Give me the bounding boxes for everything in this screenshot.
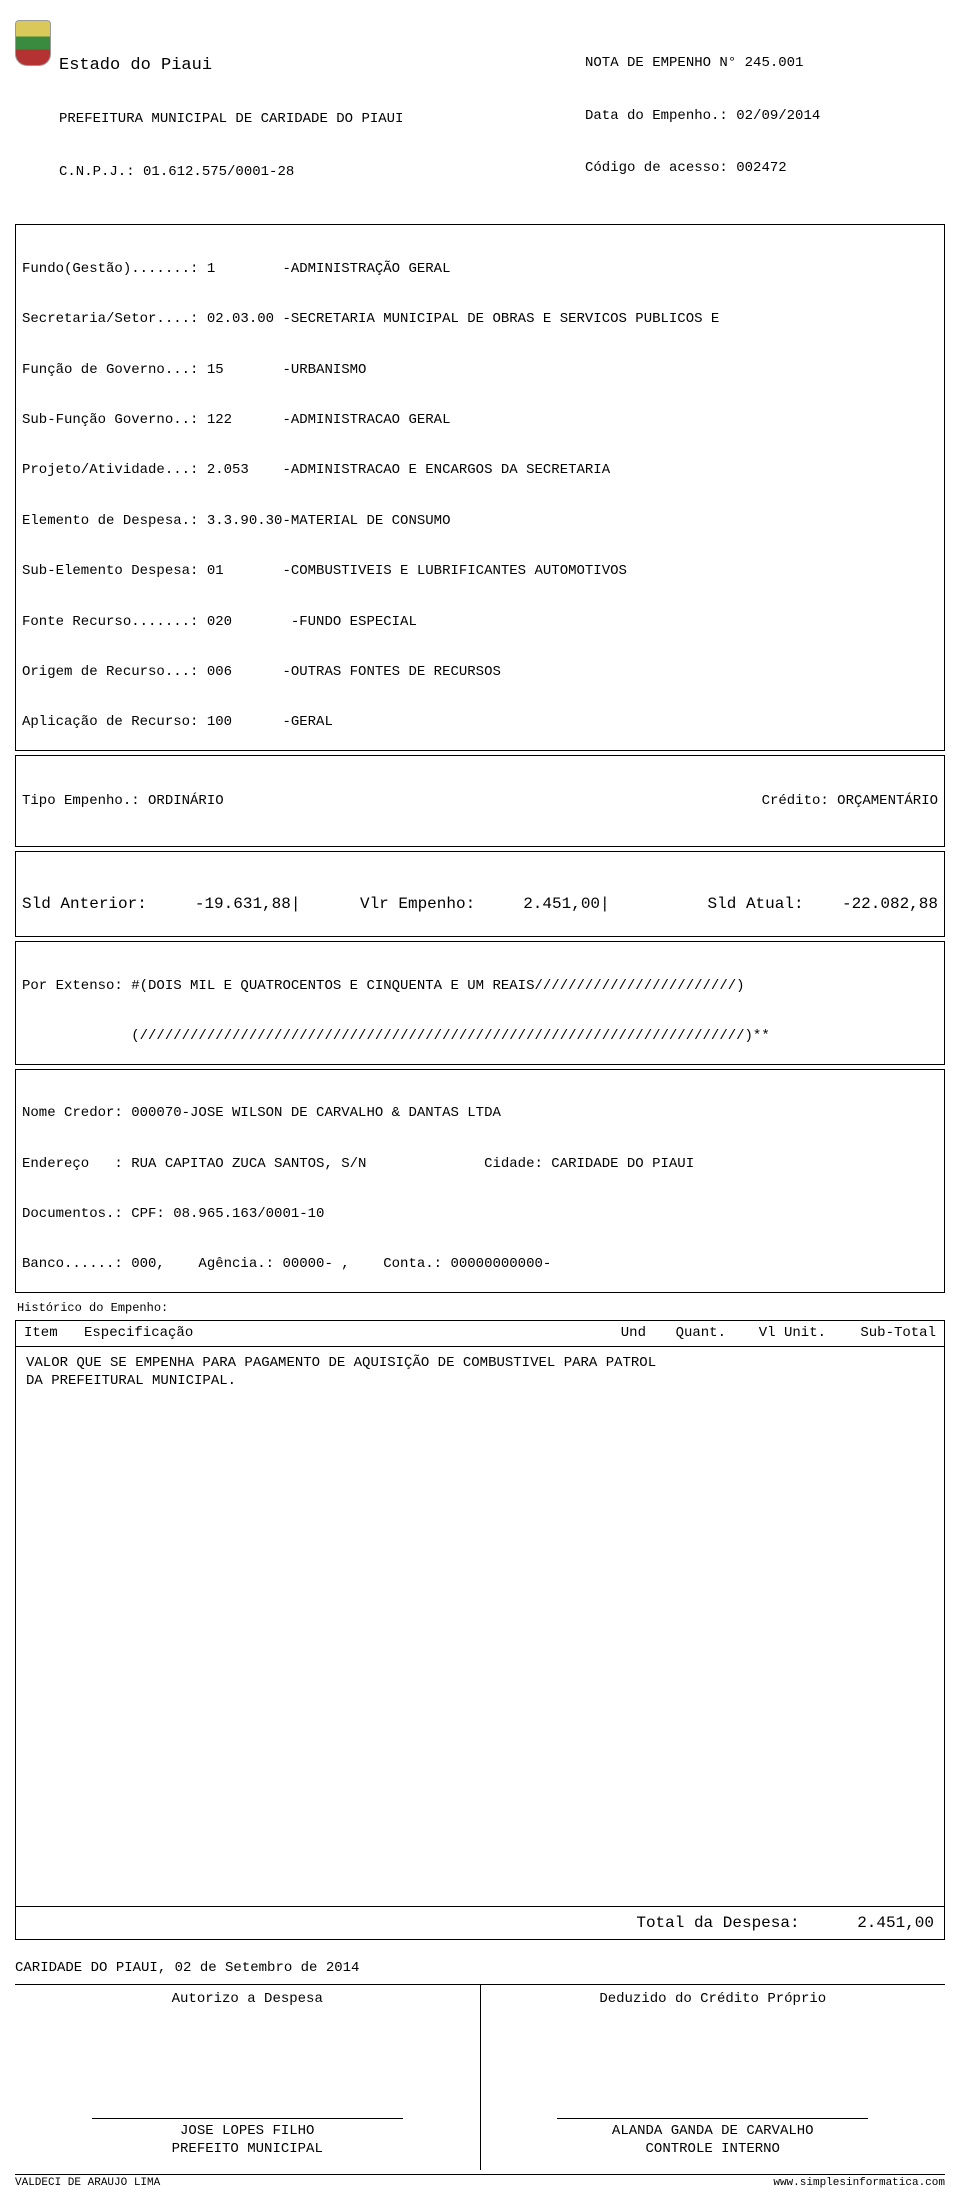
class-line-5: Elemento de Despesa.: 3.3.90.30-MATERIAL… xyxy=(22,513,938,530)
estado-title: Estado do Piaui xyxy=(59,55,561,76)
credito: Crédito: ORÇAMENTÁRIO xyxy=(762,793,938,811)
footer-left: VALDECI DE ARAUJO LIMA xyxy=(15,2177,160,2191)
sld-anterior: Sld Anterior: -19.631,88| xyxy=(22,894,327,914)
page-footer: VALDECI DE ARAUJO LIMA www.simplesinform… xyxy=(15,2174,945,2191)
sld-anterior-label: Sld Anterior: xyxy=(22,895,147,913)
sld-atual: Sld Atual: -22.082,88 xyxy=(633,894,938,914)
sign-left-line xyxy=(92,2118,403,2119)
items-total: Total da Despesa: 2.451,00 xyxy=(15,1907,945,1940)
hdr-spec: Especificação xyxy=(84,1325,586,1343)
cnpj-line: C.N.P.J.: 01.612.575/0001-28 xyxy=(59,164,561,182)
class-line-0: Fundo(Gestão).......: 1 -ADMINISTRAÇÃO G… xyxy=(22,261,938,278)
local-data: CARIDADE DO PIAUI, 02 de Setembro de 201… xyxy=(15,1960,945,1978)
class-line-7: Fonte Recurso.......: 020 -FUNDO ESPECIA… xyxy=(22,614,938,631)
hdr-und: Und xyxy=(586,1325,646,1343)
vlr-value: 2.451,00 xyxy=(523,895,600,913)
data-value: 02/09/2014 xyxy=(736,108,820,124)
credor-end: Endereço : RUA CAPITAO ZUCA SANTOS, S/N … xyxy=(22,1156,938,1173)
sign-right: Deduzido do Crédito Próprio ALANDA GANDA… xyxy=(480,1985,946,2171)
items-header: Item Especificação Und Quant. Vl Unit. S… xyxy=(15,1320,945,1348)
sign-left-name: JOSE LOPES FILHO xyxy=(25,2123,470,2141)
items-body: VALOR QUE SE EMPENHA PARA PAGAMENTO DE A… xyxy=(15,1347,945,1907)
data-line: Data do Empenho.: 02/09/2014 xyxy=(585,108,945,126)
header-text: Estado do Piaui PREFEITURA MUNICIPAL DE … xyxy=(59,20,945,216)
header-right: NOTA DE EMPENHO N° 245.001 Data do Empen… xyxy=(585,20,945,216)
historico-label: Histórico do Empenho: xyxy=(17,1301,945,1316)
classificacao-box: Fundo(Gestão).......: 1 -ADMINISTRAÇÃO G… xyxy=(15,224,945,751)
sign-left: Autorizo a Despesa JOSE LOPES FILHO PREF… xyxy=(15,1985,480,2171)
credor-banco: Banco......: 000, Agência.: 00000- , Con… xyxy=(22,1256,938,1273)
extenso-l1: Por Extenso: #(DOIS MIL E QUATROCENTOS E… xyxy=(22,978,938,995)
hdr-item: Item xyxy=(24,1325,84,1343)
sld-anterior-value: -19.631,88 xyxy=(195,895,291,913)
hdr-qty: Quant. xyxy=(646,1325,726,1343)
tipo-empenho: Tipo Empenho.: ORDINÁRIO xyxy=(22,793,224,811)
state-crest-icon xyxy=(15,20,51,66)
vlr-label: Vlr Empenho: xyxy=(360,895,475,913)
cnpj-label: C.N.P.J.: xyxy=(59,164,143,180)
extenso-l2: (///////////////////////////////////////… xyxy=(22,1028,938,1045)
class-line-3: Sub-Função Governo..: 122 -ADMINISTRACAO… xyxy=(22,412,938,429)
tipo-box: Tipo Empenho.: ORDINÁRIO Crédito: ORÇAME… xyxy=(15,755,945,847)
hdr-unit: Vl Unit. xyxy=(726,1325,826,1343)
class-line-9: Aplicação de Recurso: 100 -GERAL xyxy=(22,714,938,731)
cnpj-value: 01.612.575/0001-28 xyxy=(143,164,294,180)
total-value: 2.451,00 xyxy=(857,1914,934,1932)
footer-right: www.simplesinformatica.com xyxy=(773,2177,945,2191)
codigo-value: 002472 xyxy=(736,160,786,176)
nota-value: 245.001 xyxy=(745,55,804,71)
sld-atual-value: -22.082,88 xyxy=(842,895,938,913)
nota-label: NOTA DE EMPENHO N° xyxy=(585,55,745,71)
sign-left-title: Autorizo a Despesa xyxy=(25,1991,470,2009)
credor-doc: Documentos.: CPF: 08.965.163/0001-10 xyxy=(22,1206,938,1223)
signatures: Autorizo a Despesa JOSE LOPES FILHO PREF… xyxy=(15,1984,945,2171)
sign-right-role: CONTROLE INTERNO xyxy=(491,2141,936,2159)
credor-box: Nome Credor: 000070-JOSE WILSON DE CARVA… xyxy=(15,1069,945,1293)
total-label: Total da Despesa: xyxy=(636,1914,799,1932)
class-line-4: Projeto/Atividade...: 2.053 -ADMINISTRAC… xyxy=(22,462,938,479)
document-header: Estado do Piaui PREFEITURA MUNICIPAL DE … xyxy=(15,20,945,216)
data-label: Data do Empenho.: xyxy=(585,108,736,124)
class-line-1: Secretaria/Setor....: 02.03.00 -SECRETAR… xyxy=(22,311,938,328)
class-line-8: Origem de Recurso...: 006 -OUTRAS FONTES… xyxy=(22,664,938,681)
sign-right-name: ALANDA GANDA DE CARVALHO xyxy=(491,2123,936,2141)
codigo-label: Código de acesso: xyxy=(585,160,736,176)
hdr-sub: Sub-Total xyxy=(826,1325,936,1343)
vlr-empenho: Vlr Empenho: 2.451,00| xyxy=(327,894,632,914)
credor-nome: Nome Credor: 000070-JOSE WILSON DE CARVA… xyxy=(22,1105,938,1122)
prefeitura: PREFEITURA MUNICIPAL DE CARIDADE DO PIAU… xyxy=(59,111,561,129)
header-left: Estado do Piaui PREFEITURA MUNICIPAL DE … xyxy=(59,20,561,216)
codigo-line: Código de acesso: 002472 xyxy=(585,160,945,178)
valores-box: Sld Anterior: -19.631,88| Vlr Empenho: 2… xyxy=(15,851,945,937)
class-line-2: Função de Governo...: 15 -URBANISMO xyxy=(22,362,938,379)
sign-left-role: PREFEITO MUNICIPAL xyxy=(25,2141,470,2159)
sld-atual-label: Sld Atual: xyxy=(708,895,804,913)
nota-line: NOTA DE EMPENHO N° 245.001 xyxy=(585,55,945,73)
sign-right-title: Deduzido do Crédito Próprio xyxy=(491,1991,936,2009)
class-line-6: Sub-Elemento Despesa: 01 -COMBUSTIVEIS E… xyxy=(22,563,938,580)
extenso-box: Por Extenso: #(DOIS MIL E QUATROCENTOS E… xyxy=(15,941,945,1065)
sign-right-line xyxy=(557,2118,868,2119)
